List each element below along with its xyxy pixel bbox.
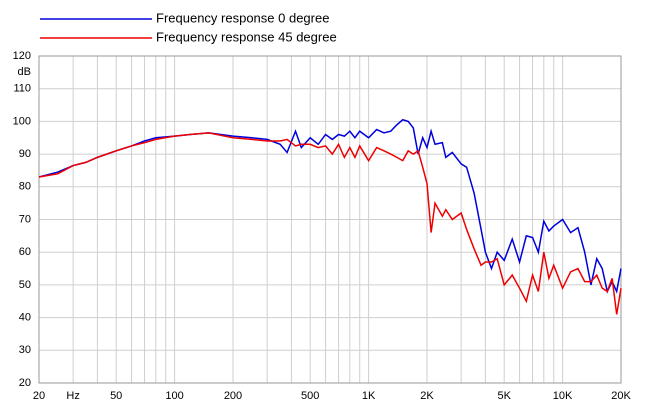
y-tick-label: 110: [13, 83, 31, 95]
x-tick-label: 1K: [362, 390, 376, 402]
x-tick-label: 100: [165, 390, 183, 402]
y-tick-label: 30: [19, 344, 31, 356]
x-tick-label: 20: [33, 390, 45, 402]
y-tick-label: 20: [19, 377, 31, 389]
y-tick-label: 60: [19, 246, 31, 258]
y-tick-label: 80: [19, 181, 31, 193]
series-line: [38, 132, 622, 315]
y-tick-label: 120: [13, 50, 31, 62]
y-tick-label: 50: [19, 279, 31, 291]
y-tick-label: 70: [19, 213, 31, 225]
x-tick-label: 2K: [420, 390, 434, 402]
x-tick-label: 20K: [611, 390, 631, 402]
x-tick-label: 200: [224, 390, 242, 402]
x-tick-label: 50: [110, 390, 122, 402]
x-tick-label: 5K: [497, 390, 511, 402]
legend-text: Frequency response 45 degree: [156, 29, 337, 44]
y-tick-label: 90: [19, 148, 31, 160]
legend-text: Frequency response 0 degree: [156, 10, 329, 25]
series-line: [38, 118, 622, 294]
y-tick-label: 40: [19, 312, 31, 324]
plot-frame: [38, 55, 622, 384]
x-tick-label: 500: [301, 390, 319, 402]
x-tick-label: Hz: [66, 390, 79, 402]
x-tick-label: 10K: [553, 390, 573, 402]
y-tick-label: 100: [13, 115, 31, 127]
y-axis-label: dB: [18, 66, 31, 78]
